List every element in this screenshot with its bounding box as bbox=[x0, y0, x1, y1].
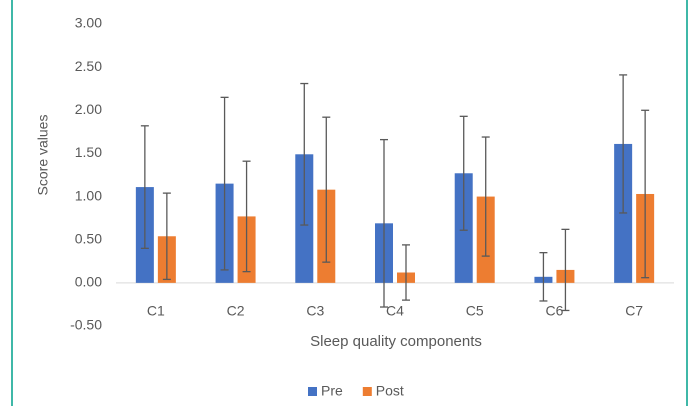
legend-swatch bbox=[308, 387, 317, 396]
x-tick-label: C6 bbox=[545, 303, 563, 319]
y-tick-label: 0.50 bbox=[75, 230, 102, 246]
y-tick-label: 2.00 bbox=[75, 101, 102, 117]
legend-label: Pre bbox=[321, 383, 343, 399]
y-tick-label: -0.50 bbox=[70, 317, 102, 333]
x-tick-label: C3 bbox=[306, 303, 324, 319]
legend-swatch bbox=[362, 387, 372, 396]
x-tick-label: C5 bbox=[466, 303, 484, 319]
y-tick-label: 0.00 bbox=[75, 274, 102, 290]
x-axis-label: Sleep quality components bbox=[310, 333, 482, 350]
x-tick-label: C2 bbox=[227, 303, 245, 319]
y-axis-label: Score values bbox=[35, 115, 51, 196]
x-tick-label: C7 bbox=[625, 303, 643, 319]
x-tick-label: C4 bbox=[386, 303, 404, 319]
y-tick-label: 1.50 bbox=[75, 144, 102, 160]
y-tick-label: 2.50 bbox=[75, 58, 102, 74]
y-tick-label: 1.00 bbox=[75, 187, 102, 203]
x-tick-label: C1 bbox=[147, 303, 165, 319]
y-tick-label: 3.00 bbox=[75, 15, 102, 31]
legend-label: Post bbox=[376, 383, 404, 399]
